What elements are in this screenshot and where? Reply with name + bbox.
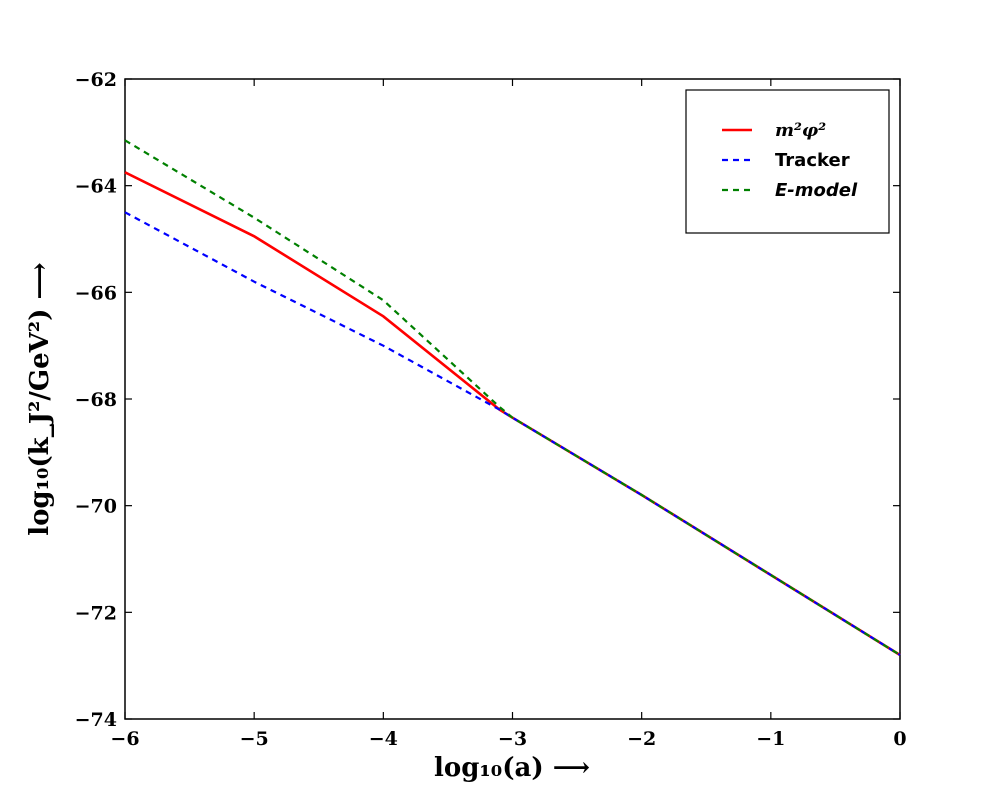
x-tick-label: −6	[110, 728, 139, 750]
legend-label-0: m²φ²	[775, 120, 826, 141]
y-axis: −74 −72 −70 −68 −66 −64 −62	[75, 69, 900, 731]
plot-lines	[124, 139, 901, 657]
x-axis-title: log₁₀(a) ⟶	[434, 753, 590, 783]
legend-box	[685, 89, 890, 234]
y-tick-label: −62	[75, 69, 117, 91]
legend: m²φ² Tracker E-model	[685, 89, 890, 234]
x-tick-label: −5	[240, 728, 269, 750]
x-tick-label: 0	[893, 728, 906, 750]
y-tick-label: −68	[75, 389, 117, 411]
y-tick-label: −72	[75, 602, 117, 624]
x-tick-label: −1	[756, 728, 785, 750]
series-line-2	[124, 139, 901, 656]
y-axis-title: log₁₀(k_J²/GeV²) ⟶	[25, 262, 55, 536]
x-axis: −6 −5 −4 −3 −2 −1 0	[110, 79, 907, 750]
x-tick-label: −4	[369, 728, 398, 750]
y-tick-label: −70	[75, 496, 117, 518]
series-line-1	[124, 211, 901, 656]
y-tick-label: −74	[75, 709, 117, 731]
legend-label-2: E-model	[775, 180, 858, 201]
x-tick-label: −2	[627, 728, 656, 750]
legend-label-1: Tracker	[775, 150, 850, 171]
y-tick-label: −66	[75, 282, 117, 304]
y-tick-label: −64	[75, 176, 117, 198]
x-tick-label: −3	[498, 728, 527, 750]
